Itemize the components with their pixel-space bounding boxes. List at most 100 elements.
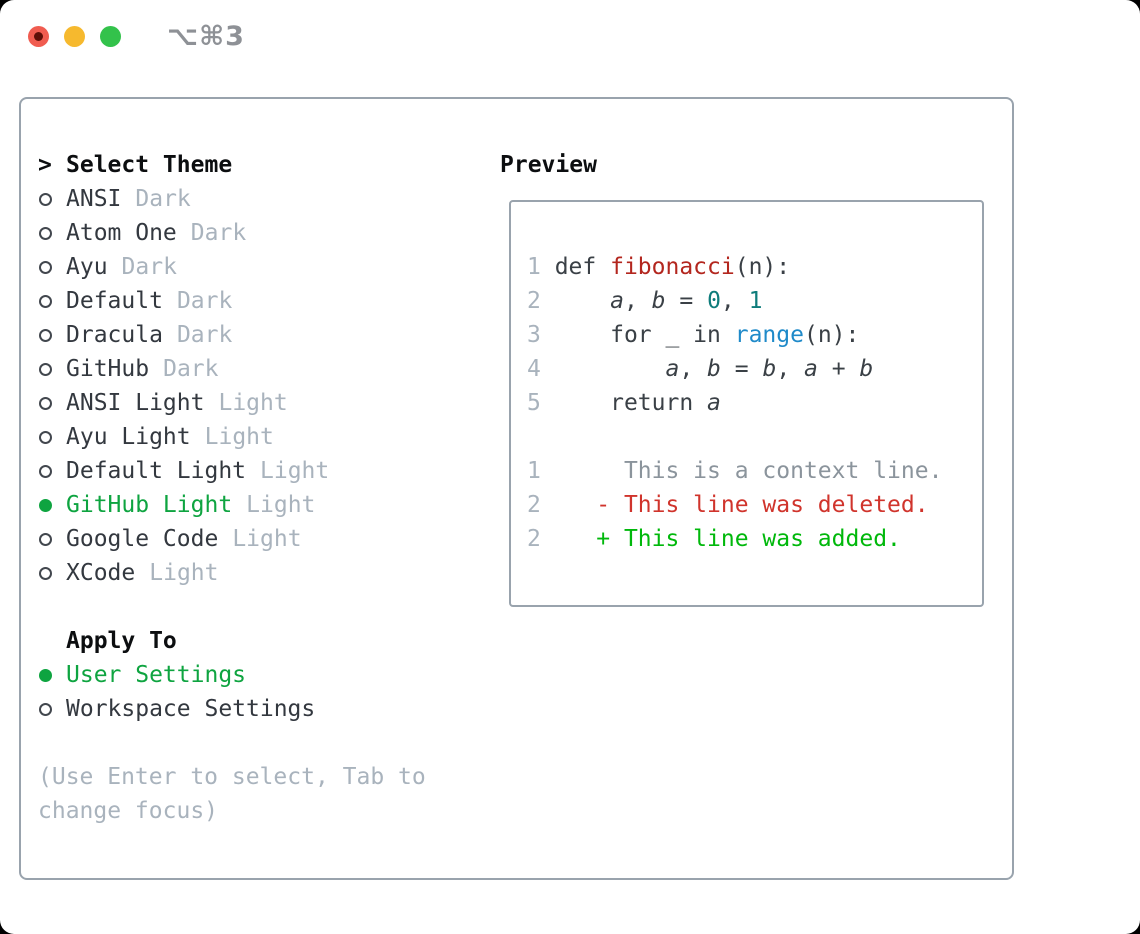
line-number bbox=[527, 424, 541, 450]
hint-line-2: change focus) bbox=[38, 798, 219, 824]
code-token bbox=[555, 356, 666, 382]
theme-variant-tag: Dark bbox=[163, 356, 219, 382]
spacer bbox=[38, 726, 426, 760]
line-number: 2 bbox=[527, 526, 555, 552]
radio-icon bbox=[39, 464, 52, 478]
theme-name: Atom One bbox=[66, 220, 177, 246]
theme-option-default-light[interactable]: Default Light Light bbox=[38, 454, 426, 488]
minimize-button[interactable] bbox=[64, 26, 85, 47]
unsaved-dot-icon bbox=[34, 32, 43, 41]
code-token: a bbox=[707, 390, 721, 416]
radio-icon bbox=[39, 192, 52, 206]
radio-icon bbox=[39, 328, 52, 342]
spacer bbox=[38, 590, 426, 624]
code-token: , bbox=[720, 288, 749, 314]
theme-name: Default Light bbox=[66, 458, 247, 484]
theme-picker-panel: > Select Theme ANSI Dark Atom One Dark Ayu Da… bbox=[19, 97, 1014, 880]
line-number: 2 bbox=[527, 492, 555, 518]
code-line: 1 def fibonacci(n): bbox=[527, 250, 982, 284]
code-token: (n): bbox=[803, 322, 860, 348]
code-token: for _ in bbox=[554, 322, 735, 348]
zoom-button[interactable] bbox=[100, 26, 121, 47]
code-token: b bbox=[762, 356, 777, 382]
selection-prompt-icon: > bbox=[38, 152, 52, 178]
code-token: , bbox=[679, 356, 708, 382]
apply-option-label: User Settings bbox=[66, 662, 247, 688]
code-token: range bbox=[734, 322, 804, 348]
code-token: , bbox=[623, 288, 652, 314]
code-token: , bbox=[776, 356, 805, 382]
code-line: 4 a, b = b, a + b bbox=[527, 352, 982, 386]
theme-variant-tag: Dark bbox=[176, 288, 233, 314]
select-theme-header: > Select Theme bbox=[38, 148, 426, 182]
code-line: 1 This is a context line. bbox=[527, 454, 982, 488]
theme-name: Google Code bbox=[66, 526, 219, 552]
theme-variant-tag: Dark bbox=[121, 254, 177, 280]
code-token: a bbox=[610, 288, 624, 314]
preview-title: Preview bbox=[500, 152, 597, 178]
code-token: = bbox=[665, 288, 708, 314]
code-token: = bbox=[720, 356, 763, 382]
theme-option-default[interactable]: Default Dark bbox=[38, 284, 426, 318]
radio-icon bbox=[39, 294, 52, 308]
theme-name: Default bbox=[66, 288, 163, 314]
theme-option-google-code[interactable]: Google Code Light bbox=[38, 522, 426, 556]
theme-option-dracula[interactable]: Dracula Dark bbox=[38, 318, 426, 352]
radio-selected-icon bbox=[39, 498, 52, 512]
theme-option-xcode[interactable]: XCode Light bbox=[38, 556, 426, 590]
apply-option-workspace-settings[interactable]: Workspace Settings bbox=[38, 692, 426, 726]
theme-variant-tag: Light bbox=[260, 458, 330, 484]
radio-icon bbox=[39, 566, 52, 580]
code-token: fibonacci bbox=[610, 254, 735, 280]
line-number: 1 bbox=[527, 458, 555, 484]
radio-icon bbox=[39, 362, 52, 376]
radio-icon bbox=[39, 260, 52, 274]
theme-option-ayu-light[interactable]: Ayu Light Light bbox=[38, 420, 426, 454]
code-token: (n): bbox=[734, 254, 791, 280]
theme-option-github-light[interactable]: GitHub Light Light bbox=[38, 488, 426, 522]
theme-name: Ayu Light bbox=[66, 424, 191, 450]
line-number: 3 bbox=[527, 322, 555, 348]
radio-selected-icon bbox=[39, 668, 52, 682]
theme-name: ANSI Light bbox=[66, 390, 205, 416]
code-token bbox=[555, 288, 610, 314]
code-token: a bbox=[665, 356, 680, 382]
theme-list-section: > Select Theme ANSI Dark Atom One Dark Ayu Da… bbox=[38, 148, 426, 828]
theme-variant-tag: Light bbox=[218, 390, 288, 416]
apply-option-user-settings[interactable]: User Settings bbox=[38, 658, 426, 692]
theme-name: GitHub bbox=[66, 356, 150, 382]
theme-name: Dracula bbox=[66, 322, 163, 348]
radio-icon bbox=[39, 532, 52, 546]
radio-icon bbox=[39, 396, 52, 410]
line-number: 1 bbox=[527, 254, 555, 280]
theme-variant-tag: Dark bbox=[135, 186, 191, 212]
select-theme-title: Select Theme bbox=[66, 152, 233, 178]
apply-to-list: User Settings Workspace Settings bbox=[38, 658, 426, 726]
hint-line-1: (Use Enter to select, Tab to bbox=[38, 764, 426, 790]
code-line: 5 return a bbox=[527, 386, 982, 420]
theme-option-github[interactable]: GitHub Dark bbox=[38, 352, 426, 386]
code-token: a bbox=[804, 356, 818, 382]
theme-option-ansi[interactable]: ANSI Dark bbox=[38, 182, 426, 216]
theme-name: XCode bbox=[66, 560, 136, 586]
code-token: + This line was added. bbox=[554, 526, 901, 552]
theme-option-ansi-light[interactable]: ANSI Light Light bbox=[38, 386, 426, 420]
radio-icon bbox=[39, 430, 52, 444]
theme-list: ANSI Dark Atom One Dark Ayu Dark Default Dark Dr… bbox=[38, 182, 426, 590]
theme-variant-tag: Light bbox=[232, 526, 302, 552]
code-token: + bbox=[817, 356, 860, 382]
radio-icon bbox=[39, 702, 52, 716]
code-token: - This line was deleted. bbox=[554, 492, 929, 518]
hint-text: (Use Enter to select, Tab to change focu… bbox=[38, 760, 426, 828]
theme-option-atom-one[interactable]: Atom One Dark bbox=[38, 216, 426, 250]
theme-option-ayu[interactable]: Ayu Dark bbox=[38, 250, 426, 284]
code-token: b bbox=[651, 288, 666, 314]
apply-to-header: Apply To bbox=[38, 624, 426, 658]
line-number: 4 bbox=[527, 356, 555, 382]
code-token: def bbox=[554, 254, 611, 280]
line-number: 2 bbox=[527, 288, 555, 314]
close-button[interactable] bbox=[28, 26, 49, 47]
